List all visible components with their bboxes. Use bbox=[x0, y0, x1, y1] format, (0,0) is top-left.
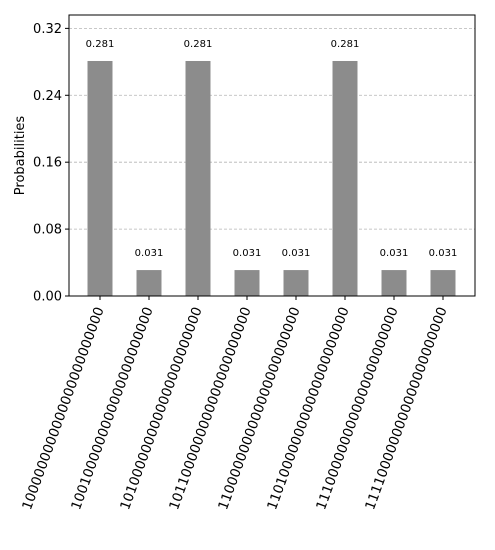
grid-lines bbox=[69, 27, 475, 230]
bar bbox=[381, 270, 407, 296]
bar bbox=[234, 270, 260, 296]
bars bbox=[87, 60, 456, 296]
y-tick-label: 0.16 bbox=[33, 156, 62, 171]
bar-data-label: 0.031 bbox=[233, 248, 262, 259]
y-tick-label: 0.08 bbox=[33, 223, 62, 238]
bar-data-label: 0.031 bbox=[135, 248, 164, 259]
y-tick-label: 0.32 bbox=[33, 22, 62, 37]
y-axis-label: Probabilities bbox=[13, 116, 28, 196]
bar bbox=[87, 60, 113, 296]
bar bbox=[283, 270, 309, 296]
y-tick-label: 0.24 bbox=[33, 89, 62, 104]
y-axis-ticks: 0.00 0.08 0.16 0.24 0.32 bbox=[33, 22, 69, 305]
bar-data-label: 0.031 bbox=[380, 248, 409, 259]
bar bbox=[430, 270, 456, 296]
x-axis-ticks: 1000000000000000000000000100100000000000… bbox=[19, 296, 451, 512]
plot-frame bbox=[68, 14, 476, 297]
bar-data-label: 0.031 bbox=[282, 248, 311, 259]
bar bbox=[136, 270, 162, 296]
bar bbox=[332, 60, 358, 296]
y-tick-label: 0.00 bbox=[33, 290, 62, 305]
bar bbox=[185, 60, 211, 296]
bar-data-label: 0.281 bbox=[86, 39, 115, 50]
bar-data-label: 0.281 bbox=[184, 39, 213, 50]
bar-data-label: 0.031 bbox=[429, 248, 458, 259]
bar-data-label: 0.281 bbox=[331, 39, 360, 50]
data-labels: 0.281 0.031 0.281 0.031 0.031 0.281 0.031 0.031 bbox=[86, 39, 458, 259]
